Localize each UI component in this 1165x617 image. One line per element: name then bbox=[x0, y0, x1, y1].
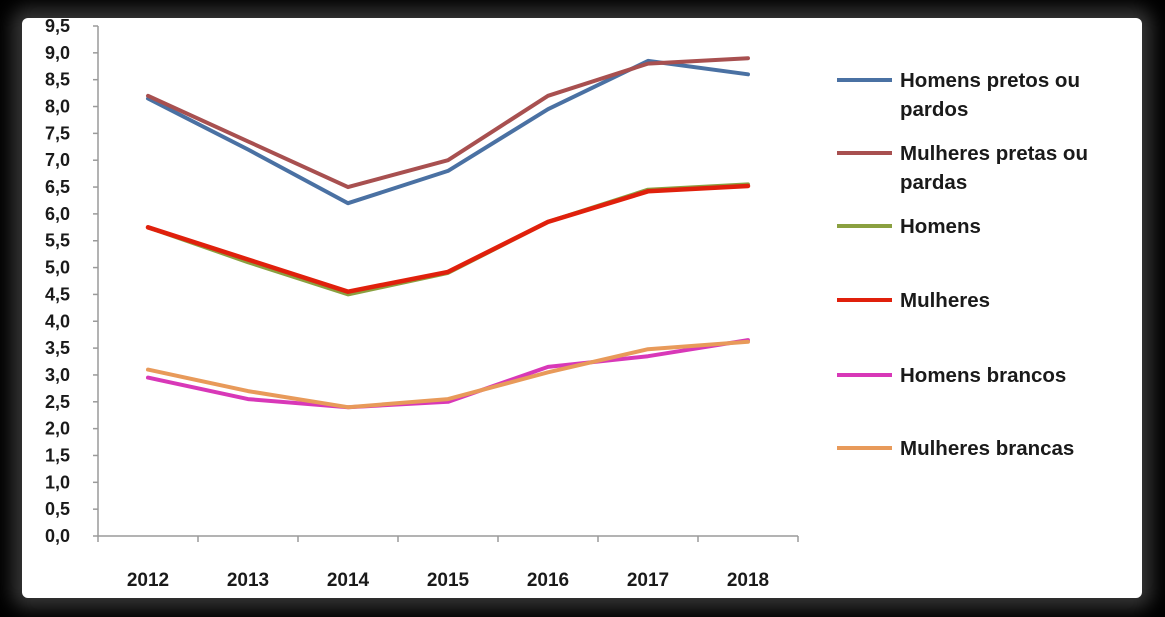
x-tick-label: 2017 bbox=[627, 570, 669, 591]
y-tick-label: 6,0 bbox=[45, 204, 70, 224]
legend-label: Homens pretos ou bbox=[900, 69, 1080, 92]
series-line-3 bbox=[146, 182, 750, 297]
y-tick-label: 7,0 bbox=[45, 150, 70, 170]
x-tick-label: 2016 bbox=[527, 570, 569, 591]
series-line-1 bbox=[146, 58, 750, 206]
y-tick-label: 9,5 bbox=[45, 18, 70, 36]
y-tick-label: 0,5 bbox=[45, 499, 70, 519]
y-tick-label: 8,0 bbox=[45, 97, 70, 117]
y-tick-label: 3,0 bbox=[45, 365, 70, 385]
series-line-4 bbox=[145, 183, 751, 294]
y-tick-label: 1,5 bbox=[45, 445, 70, 465]
y-tick-label: 5,5 bbox=[45, 231, 70, 251]
legend-label: Homens brancos bbox=[900, 364, 1066, 387]
x-tick-label: 2018 bbox=[727, 570, 769, 591]
y-tick-label: 2,5 bbox=[45, 392, 70, 412]
legend-label: pardos bbox=[900, 98, 968, 121]
x-tick-label: 2014 bbox=[327, 570, 370, 591]
y-tick-label: 5,0 bbox=[45, 258, 70, 278]
legend-label: Homens bbox=[900, 215, 981, 238]
series-line-5 bbox=[146, 338, 750, 410]
y-tick-label: 4,0 bbox=[45, 311, 70, 331]
y-tick-label: 0,0 bbox=[45, 526, 70, 546]
series-line-6 bbox=[146, 339, 750, 410]
y-tick-label: 2,0 bbox=[45, 419, 70, 439]
x-tick-label: 2015 bbox=[427, 570, 470, 591]
y-tick-label: 8,5 bbox=[45, 70, 70, 90]
legend-label: pardas bbox=[900, 171, 967, 194]
series-line-2 bbox=[146, 56, 750, 190]
line-chart: 0,0 0,5 1,0 1,5 2,0 2,5 3,0 3,5 4,0 4,5 5,0 5,5 6,0 6… bbox=[45, 18, 1088, 591]
y-tick-label: 4,5 bbox=[45, 284, 70, 304]
legend-label: Mulheres brancas bbox=[900, 437, 1074, 460]
y-tick-label: 1,0 bbox=[45, 472, 70, 492]
y-tick-label: 3,5 bbox=[45, 338, 70, 358]
y-tick-label: 9,0 bbox=[45, 43, 70, 63]
y-tick-label: 6,5 bbox=[45, 177, 70, 197]
x-tick-label: 2012 bbox=[127, 570, 169, 591]
legend-label: Mulheres bbox=[900, 289, 990, 312]
x-tick-label: 2013 bbox=[227, 570, 269, 591]
legend-label: Mulheres pretas ou bbox=[900, 142, 1088, 165]
chart-frame: 0,0 0,5 1,0 1,5 2,0 2,5 3,0 3,5 4,0 4,5 5,0 5,5 6,0 6… bbox=[22, 18, 1142, 598]
y-tick-label: 7,5 bbox=[45, 123, 70, 143]
